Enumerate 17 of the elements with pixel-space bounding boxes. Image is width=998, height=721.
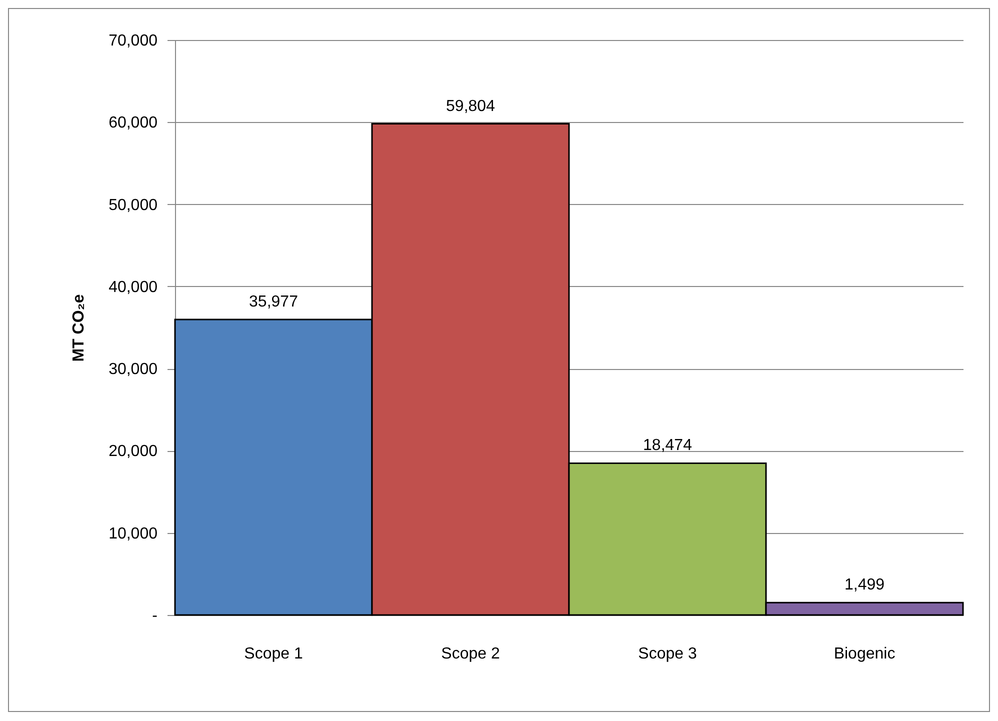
- x-tick-label: Scope 3: [638, 646, 697, 662]
- x-tick-label: Biogenic: [834, 646, 896, 662]
- y-tick-label: -: [152, 608, 158, 624]
- y-tick-label: 30,000: [108, 361, 158, 378]
- x-tick-label: Scope 2: [441, 646, 500, 662]
- x-tick-label: Scope 1: [244, 646, 303, 662]
- y-tick-label: 40,000: [108, 278, 158, 296]
- data-label: 18,474: [643, 437, 692, 454]
- y-tick-label: 70,000: [108, 32, 158, 50]
- data-label: 59,804: [446, 98, 496, 115]
- y-tick-label: 60,000: [108, 114, 158, 132]
- y-tick-label: 20,000: [108, 443, 158, 460]
- data-label: 35,977: [249, 293, 298, 310]
- y-tick-label: 10,000: [108, 525, 158, 542]
- y-tick-label: 50,000: [108, 196, 158, 214]
- data-label: 1,499: [844, 576, 885, 594]
- y-axis-title: MT CO₂e: [70, 294, 88, 362]
